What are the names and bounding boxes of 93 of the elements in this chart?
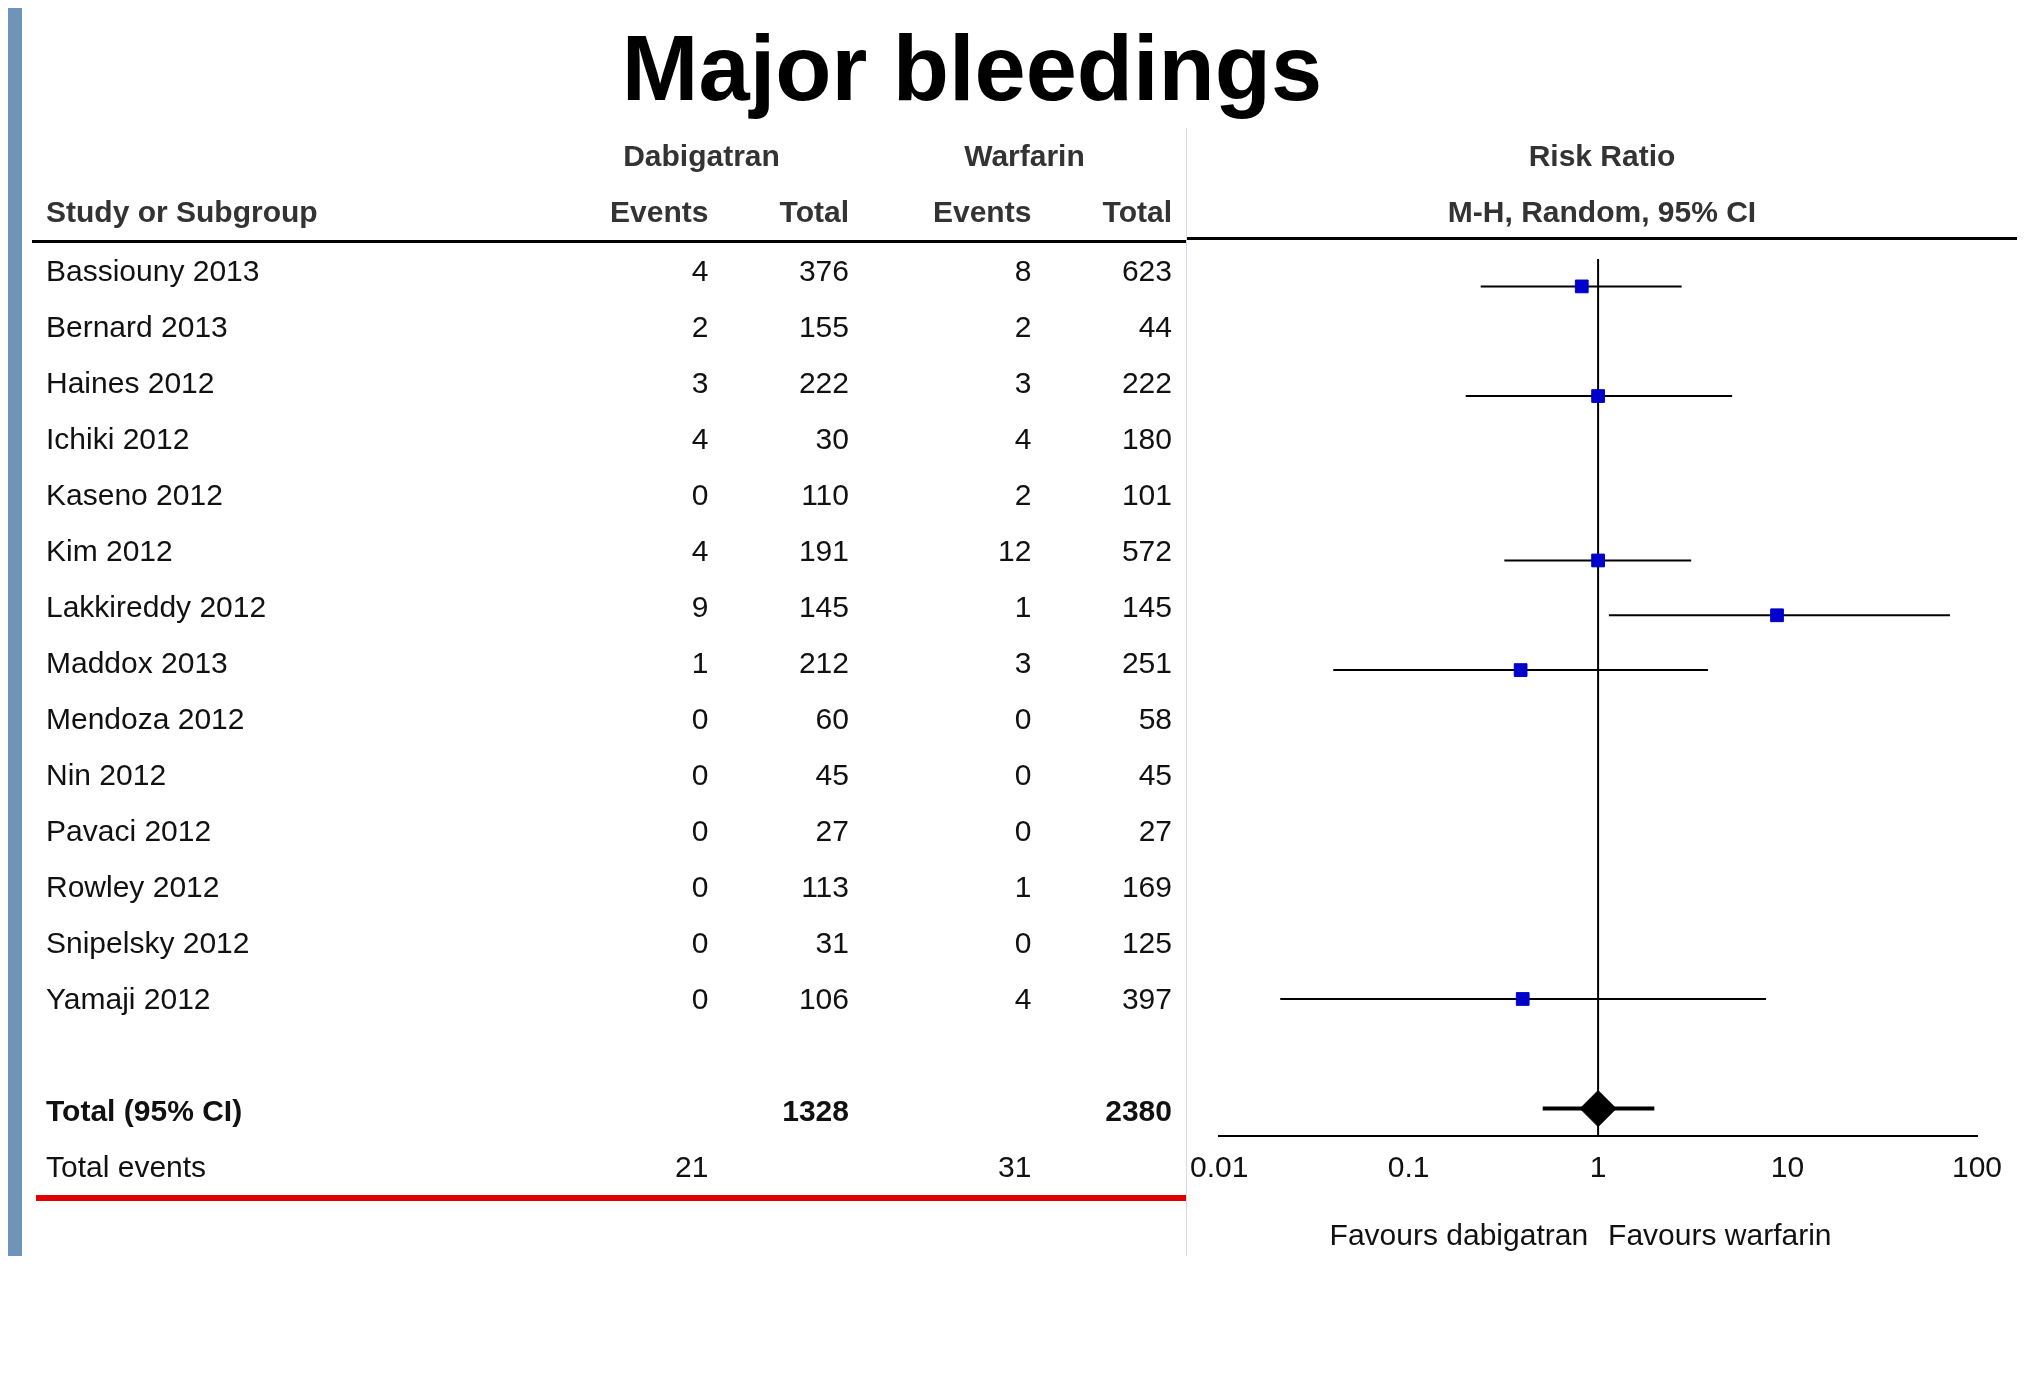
text: 251	[1121, 646, 1172, 679]
category-label: Total (95% CI)	[46, 1094, 243, 1127]
text: 180	[1121, 422, 1172, 455]
text: 4	[691, 422, 709, 455]
text: 21	[675, 1150, 709, 1183]
category-label: Kaseno 2012	[46, 478, 223, 511]
text: 3	[691, 366, 709, 399]
text: 0	[691, 870, 709, 903]
category-label: Pavaci 2012	[46, 814, 212, 847]
text: 27	[815, 814, 849, 847]
text: 2	[1014, 310, 1032, 343]
text: 44	[1138, 310, 1172, 343]
text: 2	[691, 310, 709, 343]
category-label: Maddox 2013	[46, 646, 228, 679]
text: Dabigatran	[622, 138, 781, 174]
text: 2	[1014, 478, 1032, 511]
text: Favours warfarin	[1608, 1218, 1832, 1252]
category-label: Snipelsky 2012	[46, 926, 250, 959]
text: 1	[1014, 870, 1032, 903]
text: Warfarin	[963, 138, 1086, 174]
text: 110	[801, 478, 849, 511]
text: 12	[998, 534, 1032, 567]
text: 31	[815, 926, 849, 959]
text: 397	[1121, 982, 1172, 1015]
x-tick-label: 0.01	[1190, 1150, 1249, 1184]
text: 125	[1121, 926, 1172, 959]
text: 3	[1014, 646, 1032, 679]
category-label: Mendoza 2012	[46, 702, 245, 735]
text: 4	[691, 534, 709, 567]
text: 58	[1138, 702, 1172, 735]
text: 1	[691, 646, 709, 679]
text: 572	[1121, 534, 1172, 567]
text: 4	[1014, 982, 1032, 1015]
category-label: Events	[932, 194, 1033, 230]
chart-subtitle: M-H, Random, 95% CI	[1187, 184, 2017, 240]
text: 45	[1138, 758, 1172, 791]
category-label: Total	[1101, 194, 1173, 230]
x-tick-label: 1	[1589, 1150, 1607, 1184]
text: 30	[815, 422, 849, 455]
category-label: Total events	[46, 1150, 207, 1183]
category-label: Events	[609, 194, 710, 230]
text: 8	[1014, 254, 1032, 287]
text: 31	[998, 1150, 1032, 1183]
text: 60	[815, 702, 849, 735]
text: 0	[1014, 702, 1032, 735]
chart-title: Risk Ratio	[1527, 138, 1677, 174]
category-label: Ichiki 2012	[46, 422, 190, 455]
category-label: Haines 2012	[46, 366, 215, 399]
category-label: Kim 2012	[46, 534, 173, 567]
category-label: Nin 2012	[46, 758, 167, 791]
text: 155	[798, 310, 849, 343]
text: 0	[691, 982, 709, 1015]
text: 45	[815, 758, 849, 791]
text: 101	[1121, 478, 1172, 511]
text: 0	[691, 758, 709, 791]
x-tick-label: 100	[1951, 1150, 2003, 1184]
text: 623	[1121, 254, 1172, 287]
text: 376	[798, 254, 849, 287]
text: 212	[798, 646, 849, 679]
text: 1	[1014, 590, 1032, 623]
text: 9	[691, 590, 709, 623]
text: Favours dabigatran	[1329, 1218, 1589, 1252]
text: 113	[801, 870, 849, 903]
text: 0	[1014, 926, 1032, 959]
category-label: Lakkireddy 2012	[46, 590, 267, 623]
category-label: Bassiouny 2013	[46, 254, 260, 287]
text: 2380	[1105, 1094, 1172, 1127]
text: 0	[1014, 814, 1032, 847]
text: 145	[798, 590, 849, 623]
text: 222	[1121, 366, 1172, 399]
text: 0	[691, 926, 709, 959]
text: 191	[798, 534, 849, 567]
text: 0	[691, 478, 709, 511]
text: 0	[1014, 758, 1032, 791]
text: 169	[1121, 870, 1172, 903]
text: 3	[1014, 366, 1032, 399]
text: 0	[691, 702, 709, 735]
x-tick-label: 10	[1770, 1150, 1805, 1184]
text: 106	[798, 982, 849, 1015]
category-label: Bernard 2013	[46, 310, 228, 343]
text: 4	[1014, 422, 1032, 455]
text: Study or Subgroup	[45, 194, 319, 230]
text: 222	[798, 366, 849, 399]
category-label: Rowley 2012	[46, 870, 220, 903]
x-tick-label: 0.1	[1387, 1150, 1430, 1184]
text: 0	[691, 814, 709, 847]
text: 27	[1138, 814, 1172, 847]
category-label: Total	[778, 194, 850, 230]
text: 145	[1121, 590, 1172, 623]
category-label: Yamaji 2012	[46, 982, 211, 1015]
text: 1328	[782, 1094, 849, 1127]
text: 4	[691, 254, 709, 287]
text: Major bleedings	[620, 16, 1324, 121]
